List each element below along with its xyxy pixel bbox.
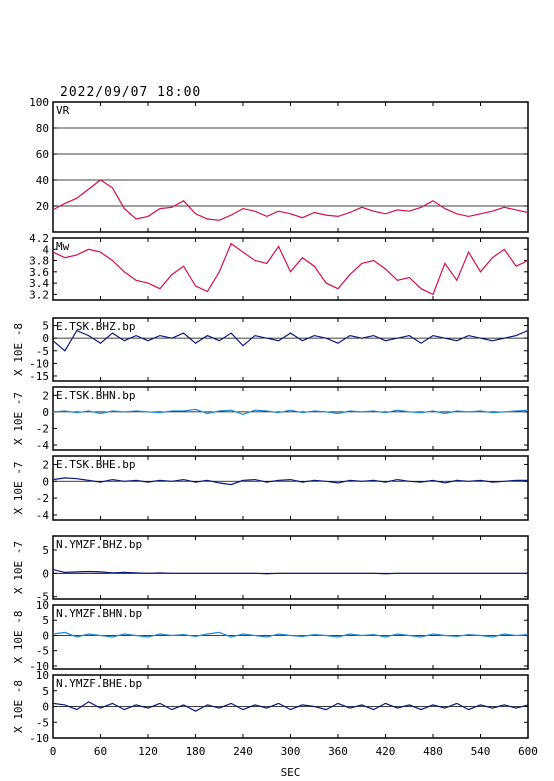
y-axis-label: X 10E -8 [12,680,25,733]
x-tick-label: 420 [376,745,396,758]
panel-frame-0 [52,101,529,233]
datetime-header: 2022/09/07 18:00 [60,85,202,100]
y-axis-label: X 10E -8 [12,323,25,376]
x-tick-label: 540 [471,745,491,758]
panel-label: E.TSK.BHN.bp [56,389,135,402]
x-tick-label: 180 [186,745,206,758]
y-tick-label: 0 [42,406,49,419]
series-line-3 [52,408,529,416]
y-tick-label: -4 [36,509,50,522]
panel-label: Mw [56,240,70,253]
y-tick-label: 40 [36,174,49,187]
panel-label: N.YMZF.BHZ.bp [56,538,142,551]
series-line-4 [52,477,528,486]
y-tick-label: 3.4 [29,277,49,290]
y-tick-label: -2 [36,492,49,505]
series-line-0 [52,179,529,221]
y-tick-label: 0 [42,475,49,488]
series-line-1 [52,242,529,296]
y-tick-label: -5 [36,716,49,729]
y-axis-label: X 10E -8 [12,611,25,664]
y-tick-label: 60 [36,148,49,161]
y-tick-label: -5 [36,591,49,604]
x-axis-label: SEC [281,766,301,779]
x-tick-label: 360 [328,745,348,758]
y-tick-label: 10 [36,599,49,612]
panel-label: VR [56,104,70,117]
y-tick-label: 2 [42,458,49,471]
panel-label: E.TSK.BHE.bp [56,458,135,471]
y-tick-label: 3.6 [29,266,49,279]
y-tick-label: 3.8 [29,255,49,268]
y-tick-label: -5 [36,345,49,358]
y-tick-label: 0 [42,332,49,345]
y-tick-label: 3.2 [29,288,49,301]
x-tick-label: 240 [233,745,253,758]
y-tick-label: -10 [29,660,49,673]
y-tick-label: 0 [42,701,49,714]
y-tick-label: 5 [42,320,49,333]
y-tick-label: -10 [29,732,49,745]
series-line-6 [52,631,529,638]
y-tick-label: 0 [42,629,49,642]
y-tick-label: -2 [36,422,49,435]
y-tick-label: 0 [42,567,49,580]
y-axis-label: X 10E -7 [12,541,25,594]
panel-label: E.TSK.BHZ.bp [56,320,135,333]
x-tick-label: 60 [94,745,107,758]
y-tick-label: -5 [36,645,49,658]
y-tick-label: 10 [36,669,49,682]
y-tick-label: 80 [36,122,49,135]
series-line-5 [52,569,528,575]
series-line-7 [52,701,529,712]
x-tick-label: 0 [50,745,57,758]
y-tick-label: 4 [42,243,49,256]
series-line-2 [52,329,529,352]
y-tick-label: 100 [29,96,49,109]
panel-label: N.YMZF.BHE.bp [56,677,142,690]
panel-label: N.YMZF.BHN.bp [56,607,142,620]
x-tick-label: 480 [423,745,443,758]
x-tick-label: 600 [518,745,538,758]
y-tick-label: -4 [36,439,50,452]
y-tick-label: 4.2 [29,232,49,245]
y-tick-label: 2 [42,389,49,402]
y-tick-label: 5 [42,544,49,557]
y-axis-label: X 10E -7 [12,392,25,445]
y-tick-label: 5 [42,685,49,698]
y-tick-label: -10 [29,357,49,370]
panel-frame-1 [52,237,529,301]
y-tick-label: 5 [42,614,49,627]
y-tick-label: -15 [29,370,49,383]
y-axis-label: X 10E -7 [12,462,25,515]
x-tick-label: 120 [138,745,158,758]
x-tick-label: 300 [281,745,301,758]
y-tick-label: 20 [36,200,49,213]
